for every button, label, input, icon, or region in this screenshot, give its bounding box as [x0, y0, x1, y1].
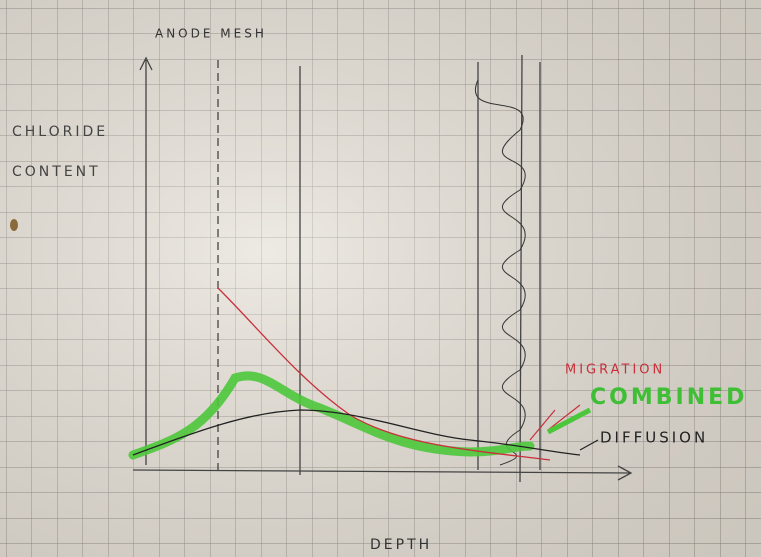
y-axis [139, 56, 153, 465]
combined-leader [546, 407, 592, 435]
diffusion-label: DIFFUSION [600, 429, 708, 447]
y-axis-label: CONTENT [12, 164, 101, 180]
combined-curve [128, 371, 535, 460]
y-axis-label: CHLORIDE [12, 124, 108, 140]
diffusion-curve [132, 409, 581, 456]
combined-label: COMBINED [590, 385, 747, 410]
hatch-bounds [477, 62, 541, 470]
x-axis-label: DEPTH [370, 537, 432, 553]
mark [10, 219, 18, 231]
hatched-zone [475, 79, 526, 466]
diffusion-leader [579, 439, 599, 451]
x-axis [132, 465, 633, 481]
anode-label: ANODE MESH [155, 27, 267, 41]
migration-leader [529, 404, 581, 441]
migration-label: MIGRATION [565, 363, 665, 378]
